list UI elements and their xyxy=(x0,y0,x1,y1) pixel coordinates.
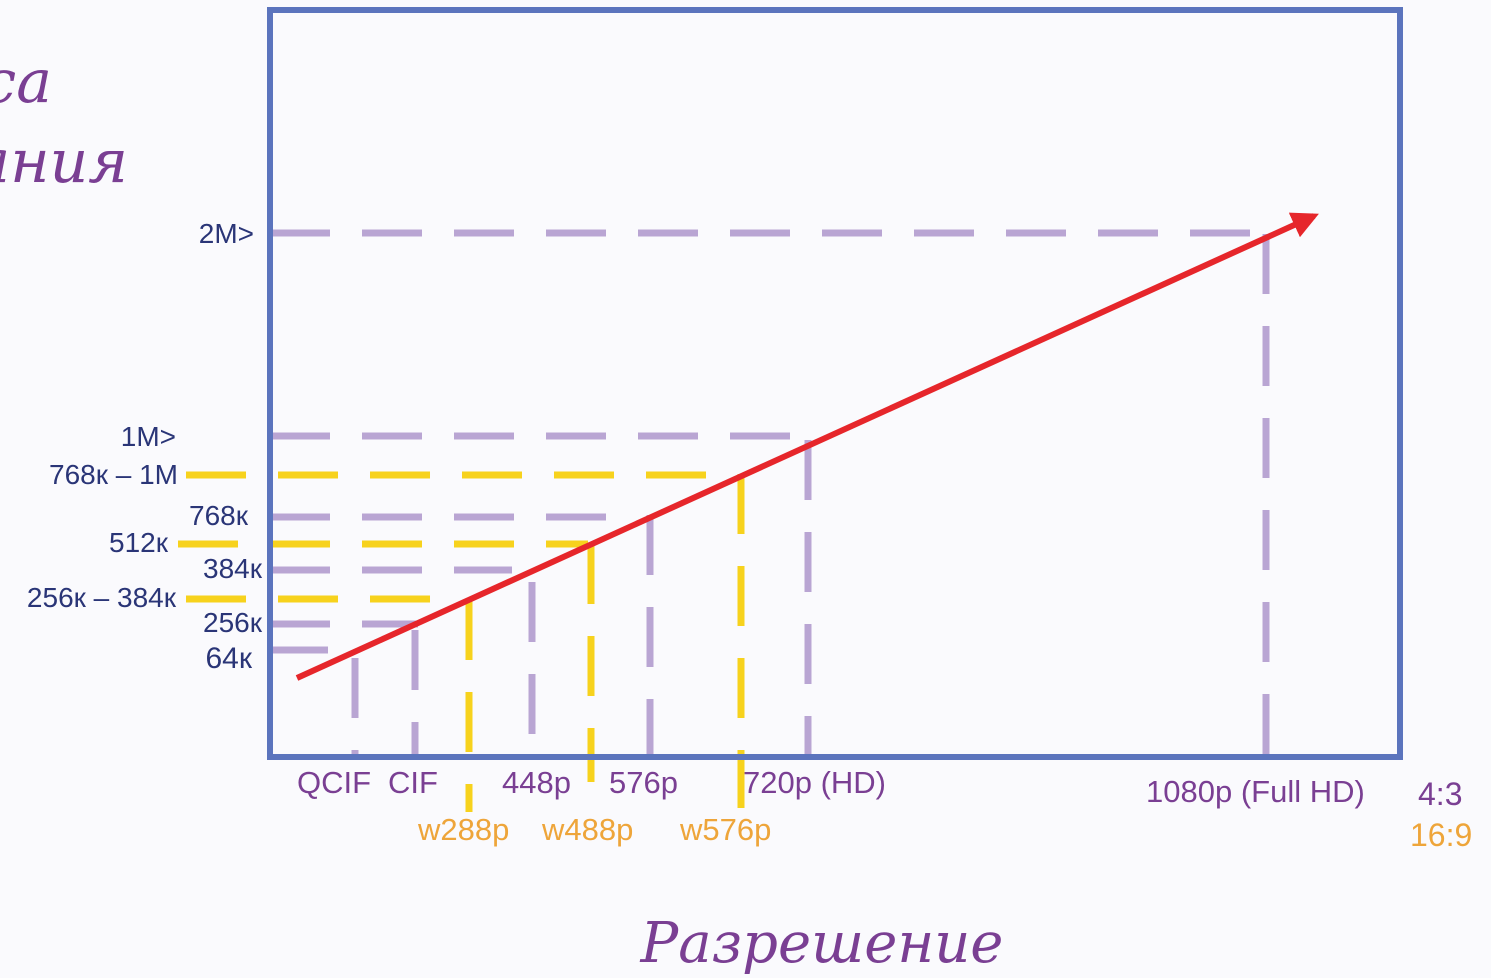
plot-frame xyxy=(267,7,1403,760)
x-tick-label-4-3: QCIF xyxy=(297,765,371,800)
trend-arrow xyxy=(295,212,1319,681)
x-tick-label-4-3: 720p (HD) xyxy=(743,765,886,800)
y-tick-label-4-3: 2М> xyxy=(199,218,254,249)
y-tick-label-16-9: 512к xyxy=(109,527,169,558)
y-tick-label-4-3: 768к xyxy=(189,500,249,531)
legend-16-9: 16:9 xyxy=(1410,817,1472,853)
x-tick-label-4-3: 1080p (Full HD) xyxy=(1146,774,1365,809)
x-tick-label-4-3: CIF xyxy=(388,765,438,800)
x-tick-label-4-3: 576p xyxy=(609,765,678,800)
y-tick-label-4-3: 384к xyxy=(203,553,263,584)
x-tick-label-16-9: w288p xyxy=(417,812,509,847)
x-tick-label-16-9: w576p xyxy=(679,812,771,847)
legend-4-3: 4:3 xyxy=(1418,776,1462,812)
y-ticks-4-3: 64к 256к 384к 768к 1М> 2М> xyxy=(121,218,263,675)
y-tick-label-4-3: 1М> xyxy=(121,421,176,452)
y-ticks-16-9: 256к – 384к 512к 768к – 1М xyxy=(27,459,178,613)
y-tick-label-16-9: 256к – 384к xyxy=(27,582,177,613)
y-axis-title-line-1: са xyxy=(0,47,52,117)
y-tick-label-16-9: 768к – 1М xyxy=(49,459,178,490)
x-axis-title: Разрешение xyxy=(640,911,1004,976)
y-tick-label-4-3: 64к xyxy=(206,642,253,675)
lavender-guide-lines xyxy=(270,229,1270,757)
x-ticks-16-9: w288p w488p w576p xyxy=(417,812,771,847)
x-ticks-4-3: QCIF CIF 448p 576p 720p (HD) 1080p (Full HD) xyxy=(297,765,1365,809)
y-tick-label-4-3: 256к xyxy=(203,607,263,638)
yellow-guide-lines xyxy=(178,471,745,812)
x-tick-label-4-3: 448p xyxy=(502,765,571,800)
x-tick-label-16-9: w488p xyxy=(541,812,633,847)
